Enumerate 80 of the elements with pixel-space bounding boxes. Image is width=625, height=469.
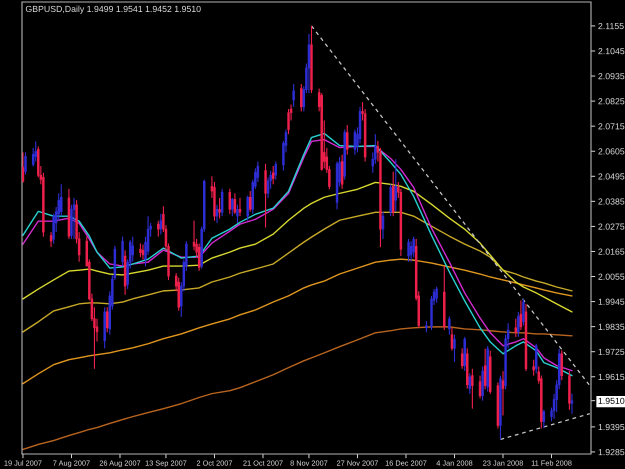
candlestick: [231, 197, 234, 217]
candlestick: [407, 238, 410, 262]
candlestick: [448, 316, 451, 336]
candlestick: [139, 242, 142, 258]
candlestick: [34, 140, 37, 162]
candlestick: [300, 83, 303, 112]
candlestick: [484, 348, 486, 390]
line-series: [22, 182, 573, 313]
candlestick: [60, 184, 62, 217]
candlestick: [216, 204, 218, 224]
y-tick-label: 2.0495: [598, 173, 624, 180]
candlestick: [72, 197, 76, 240]
candlestick: [453, 334, 456, 363]
candlestick: [220, 188, 224, 217]
y-tick-label: 2.0165: [598, 248, 624, 255]
candlestick: [22, 152, 24, 183]
candlestick: [450, 327, 454, 352]
candlestick: [471, 368, 474, 410]
y-tick-label: 1.9510: [598, 398, 624, 404]
y-tick-label: 2.1045: [598, 48, 624, 54]
candlestick: [478, 375, 482, 399]
y-tick-label: 2.0715: [598, 123, 624, 130]
candlestick: [502, 370, 504, 416]
candlestick: [354, 129, 356, 156]
y-tick-label: 2.0605: [598, 148, 624, 154]
candlestick: [435, 286, 438, 304]
y-tick-label: 1.9615: [598, 374, 624, 380]
y-tick-label: 2.0275: [598, 223, 624, 230]
y-tick-label: 2.0055: [598, 274, 624, 280]
candlestick: [560, 350, 563, 381]
candlestick: [570, 393, 574, 414]
candlestick: [160, 213, 162, 235]
candlestick: [542, 409, 546, 429]
candlestick: [264, 163, 267, 228]
candlestick: [308, 33, 310, 94]
candlestick: [346, 124, 348, 156]
chart-title: GBPUSD,Daily 1.9499 1.9541 1.9452 1.9510: [26, 6, 201, 14]
candlestick: [274, 160, 277, 180]
candlestick: [522, 298, 525, 326]
candlestick: [410, 240, 412, 262]
y-tick-label: 1.9725: [598, 348, 624, 355]
candlestick: [394, 158, 398, 212]
y-tick-label: 1.9395: [598, 424, 624, 430]
candlestick: [412, 236, 415, 258]
candlestick: [532, 359, 535, 376]
candlestick: [121, 236, 124, 267]
y-tick-label: 2.0825: [598, 98, 624, 104]
y-tick-label: 2.0935: [598, 73, 624, 80]
candlestick: [218, 197, 221, 219]
candlestick: [514, 318, 518, 338]
candlestick: [142, 244, 144, 260]
line-series: [22, 212, 573, 333]
candlestick: [272, 165, 274, 185]
y-tick-label: 1.9945: [598, 298, 624, 305]
candlestick: [248, 190, 252, 212]
candlestick: [382, 211, 384, 240]
candlestick: [234, 192, 236, 214]
candlestick: [520, 300, 522, 331]
candlestick: [50, 232, 52, 248]
candlestick: [24, 152, 27, 176]
candlestick: [236, 204, 239, 224]
candlestick: [198, 242, 200, 272]
candlestick: [228, 188, 232, 214]
candlestick: [340, 154, 344, 190]
y-tick-label: 2.0385: [598, 198, 624, 205]
candlestick: [460, 348, 464, 370]
candlestick: [517, 311, 520, 338]
candlestick: [246, 195, 249, 222]
candlestick: [292, 83, 295, 108]
candlestick: [157, 220, 160, 238]
candlestick: [287, 108, 290, 135]
y-tick-label: 2.1155: [598, 22, 624, 30]
candlestick: [425, 320, 428, 333]
candlestick: [238, 197, 242, 217]
line-series: [22, 258, 573, 384]
candlestick: [534, 343, 538, 374]
candlestick: [106, 306, 108, 333]
y-tick-label: 1.9835: [598, 324, 624, 330]
candlestick: [468, 372, 472, 394]
y-tick-label: 1.9285: [598, 449, 624, 456]
